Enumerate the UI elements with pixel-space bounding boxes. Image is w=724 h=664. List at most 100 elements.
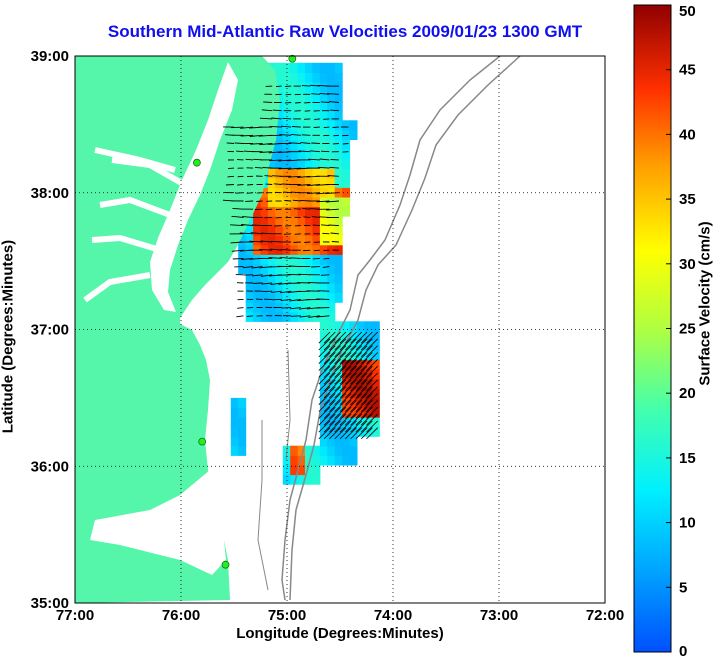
velocity-cell [246,293,254,303]
velocity-arrow [247,193,253,194]
velocity-arrow [284,234,291,235]
velocity-cell [320,245,328,255]
velocity-cell [342,130,350,140]
velocity-arrow [321,275,330,276]
velocity-cell [372,379,380,389]
velocity-cell [357,321,365,331]
velocity-arrow [304,242,310,243]
velocity-cell [268,226,276,236]
velocity-cell [261,264,269,274]
velocity-arrow [282,308,292,309]
velocity-cell [312,139,320,149]
velocity-arrow [292,127,301,128]
velocity-cell [320,120,328,130]
velocity-cell [305,254,313,264]
velocity-cell [298,120,306,130]
radar-station-marker [193,159,200,166]
velocity-arrow [276,217,282,218]
velocity-cell [327,130,335,140]
velocity-cell [290,302,298,312]
velocity-arrow [333,135,339,136]
velocity-arrow [298,274,310,275]
velocity-cell [320,63,328,73]
velocity-arrow [330,110,339,111]
velocity-cell [290,254,298,264]
velocity-cell [275,264,283,274]
x-tick-label: 72:00 [586,607,624,624]
velocity-cell [335,254,343,264]
velocity-arrow [236,151,243,152]
velocity-cell [275,139,283,149]
velocity-cell [275,235,283,245]
velocity-cell [335,264,343,274]
velocity-cell [283,206,291,216]
velocity-cell [335,111,343,121]
velocity-cell [327,92,335,102]
velocity-cell [290,206,298,216]
velocity-cell [350,436,358,446]
y-tick-label: 38:00 [31,185,69,202]
velocity-cell [320,226,328,236]
velocity-arrow [246,159,254,160]
velocity-cell [268,254,276,264]
colorbar-tick-label: 10 [679,515,696,532]
velocity-arrow [314,119,320,120]
velocity-cell [283,72,291,82]
velocity-cell [327,178,335,188]
velocity-cell [305,264,313,274]
x-tick-label: 75:00 [268,607,306,624]
velocity-cell [350,446,358,456]
velocity-cell [253,283,261,293]
velocity-cell [283,197,291,207]
x-tick-label: 73:00 [480,607,518,624]
velocity-arrow [314,250,320,251]
velocity-cell [298,293,306,303]
velocity-cell [312,226,320,236]
velocity-cell [335,139,343,149]
velocity-cell [305,92,313,102]
velocity-cell [290,139,298,149]
velocity-cell [312,82,320,92]
velocity-cell [320,130,328,140]
chart-title: Southern Mid-Atlantic Raw Velocities 200… [0,22,690,42]
velocity-cell [298,197,306,207]
velocity-cell [335,120,343,130]
velocity-cell [290,312,298,322]
velocity-cell [246,283,254,293]
x-axis-label: Longitude (Degrees:Minutes) [75,625,605,642]
velocity-arrow [294,209,301,210]
velocity-cell [275,197,283,207]
velocity-cell [290,178,298,188]
velocity-arrow [231,127,243,128]
velocity-cell [320,293,328,303]
radar-station-marker [222,561,229,568]
colorbar-tick-label: 25 [679,321,696,338]
colorbar-tick-label: 35 [679,191,696,208]
velocity-cell [238,436,246,446]
velocity-cell [312,149,320,159]
velocity-cell [305,82,313,92]
velocity-cell [238,245,246,255]
velocity-cell [372,331,380,341]
velocity-cell [327,283,335,293]
velocity-arrow [284,201,291,202]
velocity-cell [335,82,343,92]
velocity-arrow [226,185,234,186]
velocity-cell [342,139,350,149]
velocity-cell [253,293,261,303]
velocity-cell [275,206,283,216]
velocity-cell [290,82,298,92]
velocity-arrow [332,242,339,243]
velocity-cell [290,120,298,130]
velocity-cell [290,235,298,245]
velocity-cell [327,149,335,159]
velocity-cell [342,168,350,178]
velocity-cell [261,206,269,216]
velocity-cell [335,206,343,216]
velocity-cell [335,149,343,159]
velocity-arrow [305,111,311,112]
y-tick-label: 35:00 [31,595,69,612]
